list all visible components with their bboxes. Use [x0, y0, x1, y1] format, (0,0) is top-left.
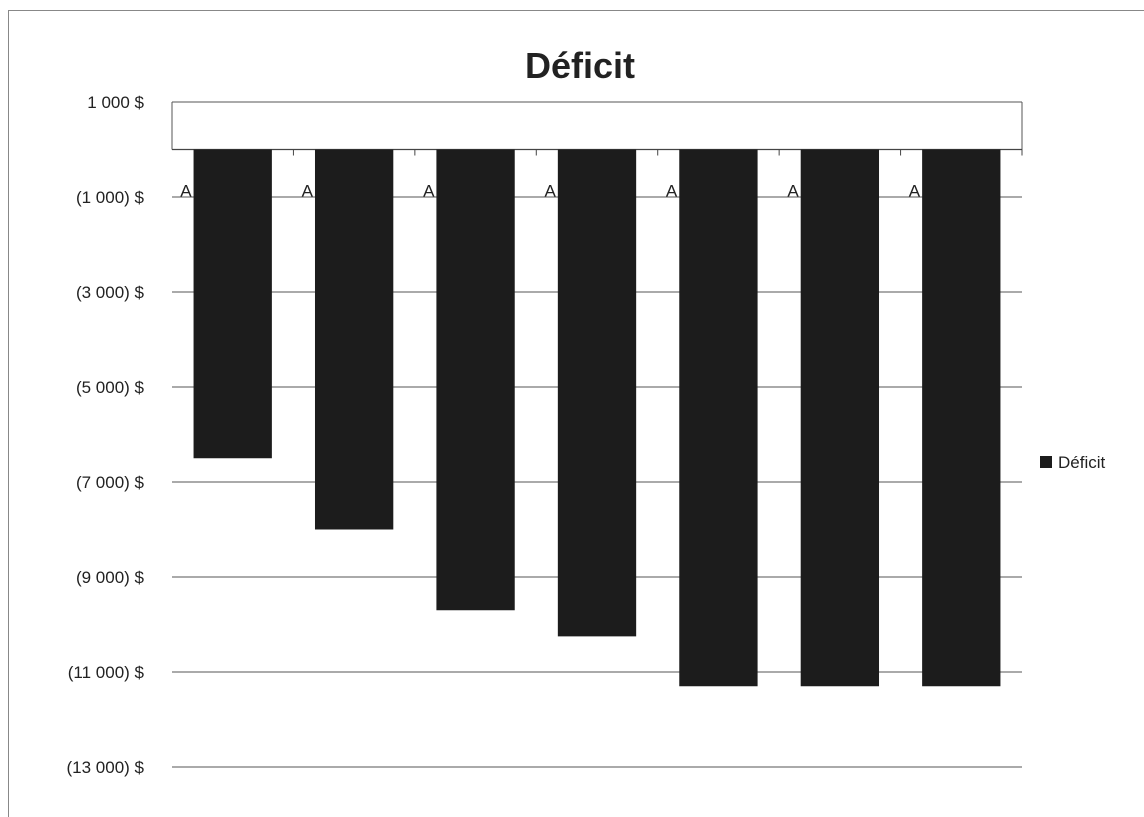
- x-tick-label: A: [423, 182, 435, 201]
- legend: Déficit: [1040, 453, 1106, 472]
- chart-title: Déficit: [525, 45, 635, 86]
- y-tick-label: (9 000) $: [76, 568, 145, 587]
- bar: [922, 149, 1001, 687]
- bar: [314, 149, 394, 530]
- y-axis-ticks: 1 000 $ (1 000) $ (3 000) $ (5 000) $ (7 000…: [67, 93, 145, 777]
- chart-frame: [8, 10, 1144, 817]
- bar: [557, 149, 637, 637]
- y-tick-label: (7 000) $: [76, 473, 145, 492]
- y-tick-label: (13 000) $: [67, 758, 145, 777]
- y-tick-label: 1 000 $: [87, 93, 144, 112]
- x-tick-label: A: [909, 182, 921, 201]
- y-tick-label: (11 000) $: [68, 663, 145, 682]
- x-tick-label: A: [302, 182, 314, 201]
- x-tick-label: A: [787, 182, 799, 201]
- y-tick-label: (3 000) $: [76, 283, 145, 302]
- legend-swatch: [1040, 456, 1052, 468]
- y-tick-label: (1 000) $: [76, 188, 145, 207]
- y-tick-label: (5 000) $: [76, 378, 145, 397]
- bar: [679, 149, 758, 687]
- bars: [193, 149, 1001, 687]
- x-tick-label: A: [180, 182, 192, 201]
- bar: [800, 149, 880, 687]
- bar: [193, 149, 272, 459]
- x-tick-label: A: [544, 182, 556, 201]
- legend-label: Déficit: [1058, 453, 1106, 472]
- bar: [436, 149, 515, 611]
- x-tick-label: A: [666, 182, 678, 201]
